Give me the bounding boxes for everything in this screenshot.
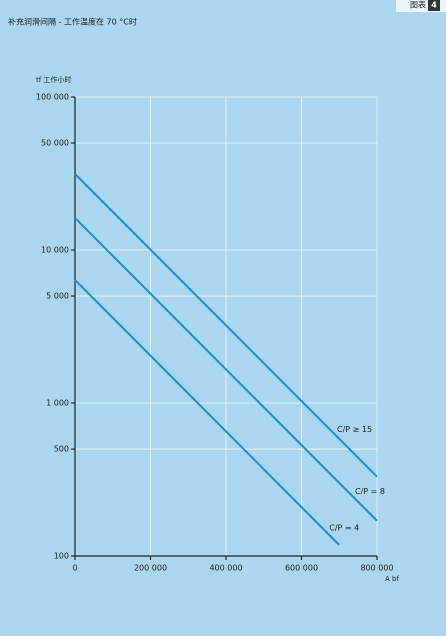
x-tick-label: 200 000 — [134, 564, 167, 573]
y-tick-label: 100 000 — [36, 93, 69, 102]
header-label: 图表 — [410, 0, 426, 10]
x-tick-label: 600 000 — [285, 564, 318, 573]
y-tick-label: 500 — [54, 445, 69, 454]
y-tick-label: 1 000 — [46, 399, 69, 408]
x-tick-label: 0 — [72, 564, 77, 573]
x-tick-label: 400 000 — [209, 564, 242, 573]
header-number: 4 — [431, 1, 437, 10]
series-line — [74, 279, 340, 546]
x-axis-label: A bf — [385, 575, 399, 583]
series-label: C/P ≥ 15 — [337, 425, 372, 434]
series-line — [74, 217, 378, 522]
x-tick-label: 800 000 — [360, 564, 393, 573]
chart-title: 补充润滑间隔 - 工作温度在 70 °C时 — [8, 17, 137, 27]
header-box — [428, 0, 440, 11]
y-tick-label: 100 — [54, 552, 69, 561]
series-label: C/P = 8 — [355, 487, 385, 496]
series-line — [74, 173, 378, 478]
series-label: C/P = 4 — [329, 524, 359, 533]
y-axis-label: tf 工作小时 — [36, 75, 71, 84]
y-tick-label: 5 000 — [46, 292, 69, 301]
y-tick-label: 50 000 — [41, 139, 69, 148]
y-tick-label: 10 000 — [41, 246, 69, 255]
